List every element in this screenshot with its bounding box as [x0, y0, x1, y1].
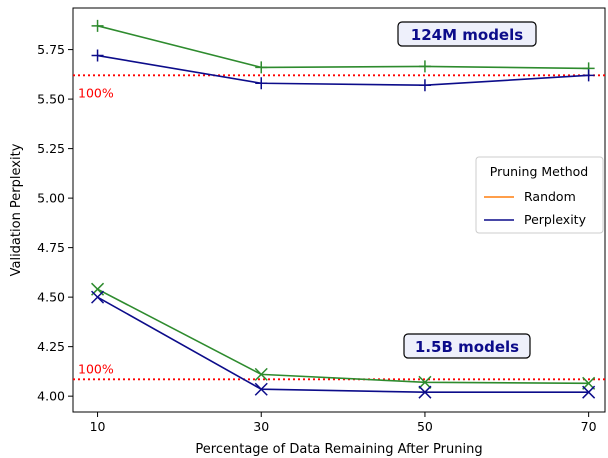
group-label: 124M models [411, 26, 523, 44]
data-point [418, 79, 431, 92]
series-line [97, 288, 589, 385]
series-layer [91, 19, 596, 399]
series-line [97, 25, 589, 70]
baseline-layer: 100% 100% [73, 74, 605, 381]
series-line [97, 54, 589, 87]
legend-title: Pruning Method [490, 164, 589, 179]
y-tick-label: 4.75 [37, 240, 65, 255]
x-tick-label: 10 [90, 419, 106, 434]
y-tick-label: 5.50 [37, 92, 65, 107]
data-point [418, 385, 432, 399]
baseline-label: 100% [78, 361, 114, 376]
x-tick-label: 30 [253, 419, 269, 434]
x-axis-label: Percentage of Data Remaining After Pruni… [195, 442, 482, 457]
y-tick-label: 5.00 [37, 191, 65, 206]
data-point [91, 49, 104, 62]
data-point [254, 367, 268, 381]
legend-label-perplexity: Perplexity [524, 212, 587, 227]
y-tick-label: 5.25 [37, 141, 65, 156]
legend-frame [475, 156, 604, 234]
legend-label-random: Random [524, 189, 576, 204]
data-point [418, 375, 432, 389]
y-axis-label: Validation Perplexity [9, 143, 24, 276]
group-labels: 124M models 1.5B models [397, 21, 537, 359]
data-point [254, 382, 268, 396]
data-point [582, 69, 595, 82]
data-point [91, 290, 105, 304]
series-line [97, 296, 589, 393]
data-point [255, 77, 268, 90]
y-tick-label: 4.00 [37, 389, 65, 404]
data-point [582, 385, 596, 399]
group-label: 1.5B models [415, 338, 519, 356]
baseline-label: 100% [78, 85, 114, 100]
legend: Pruning Method Random Perplexity [475, 156, 604, 234]
axes-layer: 10 30 50 70 4.00 4.25 4.50 4.75 5.00 5.25 5.50 5.75 [37, 42, 596, 434]
x-tick-label: 70 [581, 419, 597, 434]
data-point [91, 19, 104, 32]
y-tick-label: 4.25 [37, 339, 65, 354]
group-label-box [403, 333, 531, 359]
group-label-box [397, 21, 537, 47]
y-tick-label: 4.50 [37, 290, 65, 305]
x-tick-label: 50 [417, 419, 433, 434]
data-point [418, 60, 431, 73]
y-tick-label: 5.75 [37, 42, 65, 57]
data-point [255, 61, 268, 74]
